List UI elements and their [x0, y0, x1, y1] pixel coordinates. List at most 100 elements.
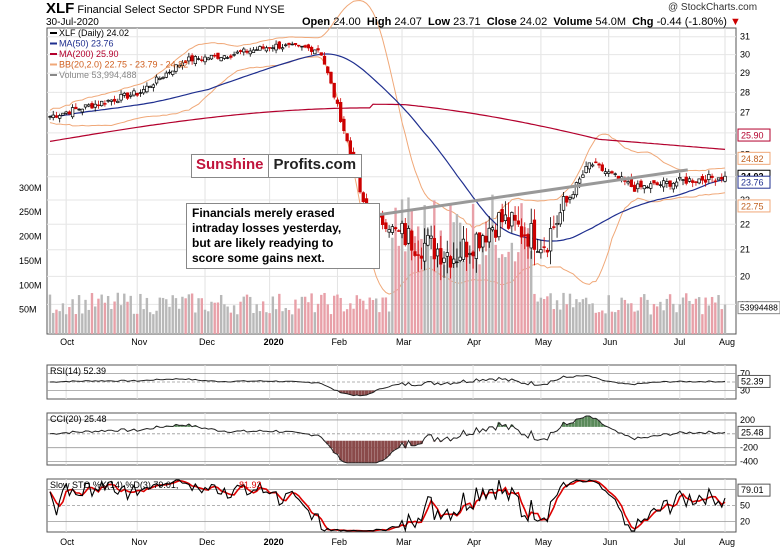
cci-title: CCI(20) 25.48: [50, 414, 107, 424]
panel-frame: [46, 364, 737, 400]
volume-bar: [223, 304, 226, 334]
candle-body: [329, 71, 333, 84]
volume-bar: [168, 306, 171, 334]
close-label: Close: [486, 16, 517, 28]
volume-bar: [539, 297, 543, 334]
candle-body: [242, 48, 246, 53]
sto-tick-label: 50: [740, 501, 750, 511]
volume-bar: [717, 295, 720, 334]
candle-body: [703, 179, 708, 183]
candle-body: [439, 248, 443, 265]
volume-bar: [142, 309, 145, 334]
candle-body: [339, 102, 343, 122]
volume-bar: [64, 314, 68, 334]
volume-bar: [478, 264, 481, 334]
candle-body: [203, 56, 207, 63]
x-tick-label-bottom: Dec: [199, 537, 216, 547]
candle-body: [481, 235, 485, 248]
volume-bar: [533, 293, 536, 334]
volume-bar: [630, 303, 633, 334]
candle-body: [661, 180, 666, 188]
candle-body: [87, 104, 91, 107]
candle-body: [293, 43, 298, 45]
value-tag: [737, 128, 771, 142]
volume-bar: [187, 294, 191, 334]
candle-body: [397, 230, 401, 232]
volume-bar: [617, 309, 620, 334]
logo-part1: Sunshine: [192, 155, 268, 177]
candle-body: [200, 59, 204, 61]
candle-body: [500, 209, 504, 223]
price-tick-label: 20: [740, 271, 750, 281]
price-tick-label: 30: [740, 50, 750, 60]
candle-body: [536, 251, 540, 253]
legend-entry: MA(50) 23.76: [59, 39, 114, 49]
candle-body: [616, 175, 621, 179]
candle-body: [716, 177, 721, 181]
candle-body: [639, 180, 643, 188]
candle-body: [196, 58, 201, 60]
candle-body: [167, 71, 172, 74]
volume-bar: [530, 251, 533, 334]
sto-tag: [737, 483, 771, 497]
candle-body: [678, 177, 682, 180]
candle-body: [610, 171, 614, 174]
watermark: @ StockCharts.com: [668, 2, 758, 13]
volume-bar: [113, 301, 116, 334]
candle-body: [613, 173, 617, 175]
x-tick-label: Jun: [603, 337, 618, 347]
candle-body: [345, 133, 349, 142]
annotation-line: Financials merely erased: [192, 206, 335, 220]
candle-body: [316, 48, 320, 51]
volume-bar: [555, 300, 559, 334]
candle-body: [151, 84, 155, 88]
x-tick-label-bottom: Nov: [131, 537, 148, 547]
volume-bar: [404, 251, 407, 334]
candle-body: [645, 186, 650, 189]
candle-body: [142, 89, 146, 94]
candle-body: [584, 166, 588, 173]
candle-body: [64, 111, 68, 114]
candle-body: [287, 42, 291, 45]
legend-entry: MA(200) 25.90: [59, 49, 119, 59]
rsi-tick-label: 30: [740, 386, 750, 396]
candle-body: [523, 234, 527, 237]
candle-body: [361, 192, 365, 203]
value-tag: [737, 199, 771, 213]
candle-body: [477, 232, 482, 249]
candle-body: [277, 41, 281, 49]
x-tick-label-bottom: Jun: [603, 537, 618, 547]
volume-bar: [165, 299, 168, 334]
volume-bar: [623, 299, 627, 334]
volume-bar: [155, 310, 158, 334]
price-tick-label: 21: [740, 245, 750, 255]
candle-body: [67, 111, 72, 115]
volume-bar: [507, 251, 510, 334]
volume-bar: [116, 292, 120, 334]
candle-body: [106, 99, 110, 102]
candle-body: [119, 93, 123, 101]
volume-bar: [181, 296, 184, 334]
volume-bar: [194, 312, 197, 334]
annotation-line: but are likely readying to: [192, 236, 334, 250]
volume-bar: [565, 304, 568, 334]
volume-bar: [381, 297, 384, 334]
candle-body: [229, 55, 233, 58]
volume-bar: [84, 299, 87, 334]
rsi-title: RSI(14) 52.39: [50, 366, 106, 376]
candle-body: [51, 114, 55, 118]
low-label: Low: [428, 16, 451, 28]
candle-body: [122, 92, 126, 96]
candle-body: [319, 52, 323, 56]
candle-body: [232, 54, 236, 56]
volume-tick-label: 200M: [19, 232, 42, 242]
x-tick-label: Mar: [396, 337, 412, 347]
value-tag: [737, 175, 771, 189]
candle-body: [271, 47, 275, 49]
volume-bar: [339, 297, 342, 334]
candle-body: [267, 47, 272, 49]
candle-body: [603, 171, 608, 174]
volume-bar: [255, 304, 258, 334]
candle-body: [280, 47, 285, 50]
candle-body: [183, 60, 188, 64]
